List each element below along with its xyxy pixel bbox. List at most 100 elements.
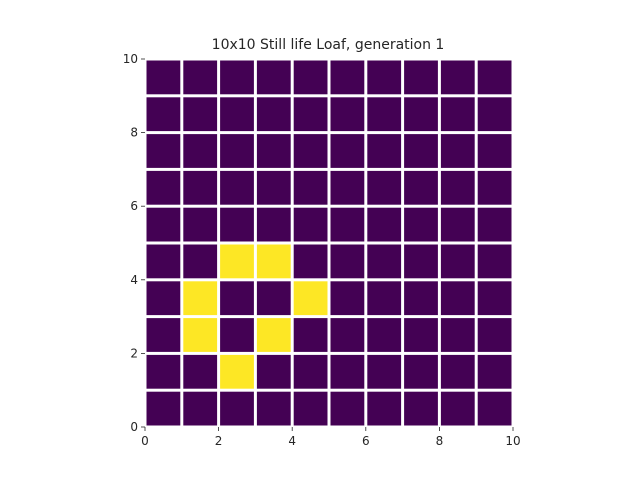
x-tick-label: 2 — [215, 434, 223, 448]
y-tick-label: 6 — [130, 199, 138, 213]
cell-grid — [146, 60, 512, 426]
dead-cell — [404, 391, 438, 426]
dead-cell — [256, 207, 291, 242]
dead-cell — [477, 134, 512, 168]
dead-cell — [146, 318, 181, 352]
dead-cell — [330, 354, 365, 389]
alive-cell — [220, 354, 254, 389]
dead-cell — [367, 318, 402, 352]
dead-cell — [183, 354, 218, 389]
dead-cell — [183, 134, 218, 168]
dead-cell — [256, 354, 291, 389]
dead-cell — [146, 281, 181, 316]
y-tick-label: 4 — [130, 273, 138, 287]
x-tick-label: 0 — [141, 434, 149, 448]
dead-cell — [477, 170, 512, 205]
dead-cell — [477, 354, 512, 389]
x-tick-label: 6 — [362, 434, 370, 448]
dead-cell — [183, 207, 218, 242]
dead-cell — [256, 134, 291, 168]
y-tick-label: 10 — [123, 52, 138, 66]
dead-cell — [404, 244, 438, 279]
dead-cell — [220, 60, 254, 95]
dead-cell — [440, 60, 475, 95]
dead-cell — [293, 134, 328, 168]
dead-cell — [146, 391, 181, 426]
dead-cell — [477, 97, 512, 132]
dead-cell — [367, 207, 402, 242]
alive-cell — [183, 318, 218, 352]
dead-cell — [220, 170, 254, 205]
dead-cell — [183, 170, 218, 205]
dead-cell — [146, 170, 181, 205]
dead-cell — [293, 97, 328, 132]
dead-cell — [404, 281, 438, 316]
dead-cell — [146, 244, 181, 279]
dead-cell — [404, 60, 438, 95]
dead-cell — [146, 134, 181, 168]
dead-cell — [220, 134, 254, 168]
dead-cell — [183, 391, 218, 426]
dead-cell — [440, 391, 475, 426]
dead-cell — [477, 60, 512, 95]
dead-cell — [256, 281, 291, 316]
dead-cell — [367, 244, 402, 279]
dead-cell — [293, 318, 328, 352]
x-tick-label: 10 — [505, 434, 520, 448]
dead-cell — [404, 97, 438, 132]
dead-cell — [220, 391, 254, 426]
dead-cell — [367, 134, 402, 168]
dead-cell — [256, 97, 291, 132]
dead-cell — [367, 60, 402, 95]
dead-cell — [220, 207, 254, 242]
dead-cell — [404, 134, 438, 168]
dead-cell — [330, 134, 365, 168]
dead-cell — [220, 97, 254, 132]
dead-cell — [293, 207, 328, 242]
dead-cell — [183, 244, 218, 279]
dead-cell — [477, 281, 512, 316]
axis-ticks: 0 2 4 6 8 10 0 2 4 6 8 10 — [123, 52, 521, 448]
dead-cell — [256, 60, 291, 95]
dead-cell — [293, 170, 328, 205]
dead-cell — [477, 207, 512, 242]
alive-cell — [256, 318, 291, 352]
y-tick-label: 0 — [130, 420, 138, 434]
dead-cell — [404, 318, 438, 352]
dead-cell — [440, 170, 475, 205]
dead-cell — [183, 60, 218, 95]
dead-cell — [477, 318, 512, 352]
dead-cell — [440, 244, 475, 279]
dead-cell — [367, 354, 402, 389]
dead-cell — [293, 391, 328, 426]
dead-cell — [477, 391, 512, 426]
dead-cell — [440, 207, 475, 242]
dead-cell — [440, 97, 475, 132]
dead-cell — [146, 354, 181, 389]
dead-cell — [293, 244, 328, 279]
dead-cell — [220, 318, 254, 352]
dead-cell — [440, 318, 475, 352]
dead-cell — [440, 354, 475, 389]
alive-cell — [220, 244, 254, 279]
alive-cell — [183, 281, 218, 316]
dead-cell — [256, 170, 291, 205]
dead-cell — [367, 391, 402, 426]
x-tick-label: 4 — [288, 434, 296, 448]
dead-cell — [183, 97, 218, 132]
chart-title: 10x10 Still life Loaf, generation 1 — [212, 37, 445, 53]
dead-cell — [330, 60, 365, 95]
dead-cell — [220, 281, 254, 316]
dead-cell — [293, 354, 328, 389]
dead-cell — [330, 281, 365, 316]
dead-cell — [330, 318, 365, 352]
dead-cell — [146, 97, 181, 132]
dead-cell — [146, 207, 181, 242]
alive-cell — [293, 281, 328, 316]
dead-cell — [477, 244, 512, 279]
dead-cell — [330, 244, 365, 279]
dead-cell — [367, 97, 402, 132]
dead-cell — [330, 207, 365, 242]
dead-cell — [367, 281, 402, 316]
